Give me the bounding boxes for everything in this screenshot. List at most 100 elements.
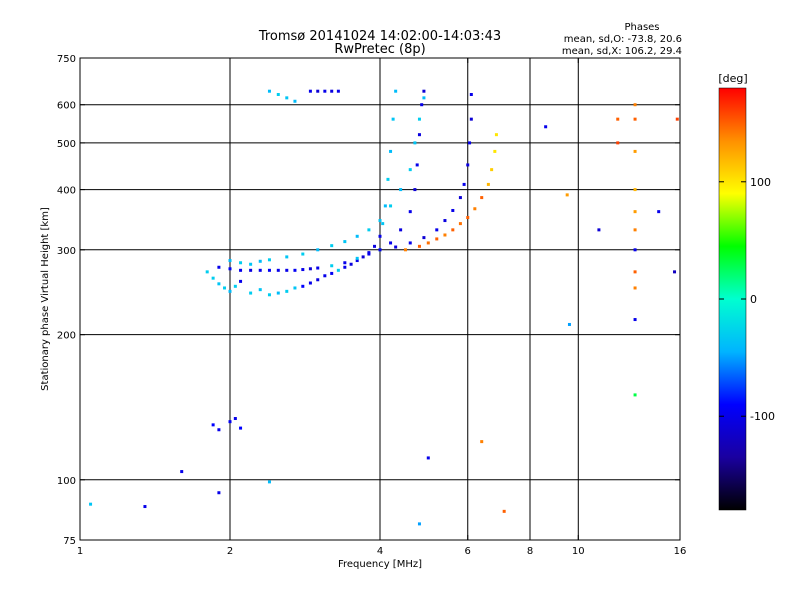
colorbar: [deg] 100 0 -100 (718, 72, 775, 511)
data-point (597, 228, 601, 232)
data-point (308, 267, 312, 271)
data-point (657, 210, 661, 214)
x-tick-label: 16 (674, 546, 687, 557)
y-tick-label: 400 (57, 186, 76, 197)
data-point (330, 89, 334, 93)
data-point (466, 216, 470, 220)
data-point (451, 208, 455, 212)
x-tick-label: 8 (527, 546, 533, 557)
data-point (267, 293, 271, 297)
data-point (633, 117, 637, 121)
data-point (417, 133, 421, 137)
data-point (633, 248, 637, 252)
data-point (349, 262, 353, 266)
data-point (308, 281, 312, 285)
data-point (473, 207, 477, 211)
data-point (239, 426, 243, 430)
data-point (89, 502, 93, 506)
phase-info-o: mean, sd,O: -73.8, 20.6 (564, 34, 682, 45)
data-point (458, 222, 462, 226)
data-point (217, 265, 221, 269)
data-point (426, 241, 430, 245)
data-point (355, 259, 359, 263)
data-point (417, 522, 421, 526)
data-point (267, 258, 271, 262)
data-point (301, 284, 305, 288)
data-point (403, 248, 407, 252)
data-point (301, 252, 305, 256)
data-point (490, 168, 494, 172)
data-point (466, 163, 470, 167)
data-point (616, 117, 620, 121)
data-point (394, 245, 398, 249)
data-point (422, 236, 426, 240)
data-point (567, 322, 571, 326)
x-tick-label: 1 (77, 546, 83, 557)
data-point (267, 480, 271, 484)
data-point (616, 141, 620, 145)
data-point (435, 228, 439, 232)
data-point (336, 89, 340, 93)
data-point (633, 318, 637, 322)
data-point (239, 261, 243, 265)
data-point (468, 141, 472, 145)
data-point (355, 256, 359, 260)
y-tick-label: 600 (57, 101, 76, 112)
data-point (293, 268, 297, 272)
data-point (399, 228, 403, 232)
data-point (633, 228, 637, 232)
data-point (469, 92, 473, 96)
data-point (673, 270, 677, 274)
data-point (205, 270, 209, 274)
data-point (343, 240, 347, 244)
data-point (386, 177, 390, 181)
grid (80, 58, 680, 540)
data-point (316, 266, 320, 270)
data-point (330, 244, 334, 248)
data-point (239, 279, 243, 283)
data-point (343, 261, 347, 265)
data-point (443, 233, 447, 237)
colorbar-tick-label: 100 (750, 176, 771, 189)
data-point (258, 259, 262, 263)
data-point (217, 428, 221, 432)
data-point (633, 210, 637, 214)
data-point (633, 149, 637, 153)
data-point (408, 168, 412, 172)
data-point (426, 456, 430, 460)
data-point (451, 228, 455, 232)
y-tick-label: 75 (63, 536, 76, 547)
data-point (462, 182, 466, 186)
data-point (361, 255, 365, 259)
title-block: Tromsø 20141024 14:02:00-14:03:43 RwPret… (258, 29, 501, 57)
data-point (293, 99, 297, 103)
data-point (228, 420, 232, 424)
data-point (378, 219, 382, 223)
data-point (435, 237, 439, 241)
y-tick-label: 500 (57, 139, 76, 150)
data-point (301, 268, 305, 272)
data-point (443, 219, 447, 223)
data-point (458, 196, 462, 200)
data-point (544, 125, 548, 129)
data-point (217, 282, 221, 286)
colorbar-ticks: 100 0 -100 (719, 176, 775, 423)
data-point (285, 289, 289, 293)
y-axis-label: Stationary phase Virtual Height [km] (40, 207, 51, 391)
data-point (316, 278, 320, 282)
data-point (422, 89, 426, 93)
data-point (413, 141, 417, 145)
phase-info-x: mean, sd,X: 106.2, 29.4 (562, 46, 682, 57)
x-tick-label: 6 (465, 546, 471, 557)
data-point (367, 228, 371, 232)
data-point (417, 244, 421, 248)
data-point (239, 268, 243, 272)
data-point (367, 252, 371, 256)
data-point (285, 255, 289, 259)
data-point (633, 188, 637, 192)
data-point (316, 248, 320, 252)
data-point (323, 274, 327, 278)
data-point (633, 393, 637, 397)
data-point (211, 276, 215, 280)
data-point (249, 291, 253, 295)
